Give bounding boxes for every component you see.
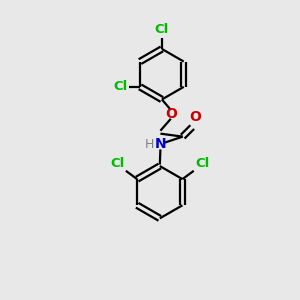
Text: H: H [145, 138, 154, 151]
Text: Cl: Cl [195, 157, 209, 169]
Text: O: O [189, 110, 201, 124]
Text: N: N [154, 137, 166, 151]
Text: Cl: Cl [110, 157, 125, 169]
Text: Cl: Cl [155, 23, 169, 37]
Text: O: O [165, 107, 177, 121]
Text: Cl: Cl [113, 80, 128, 93]
